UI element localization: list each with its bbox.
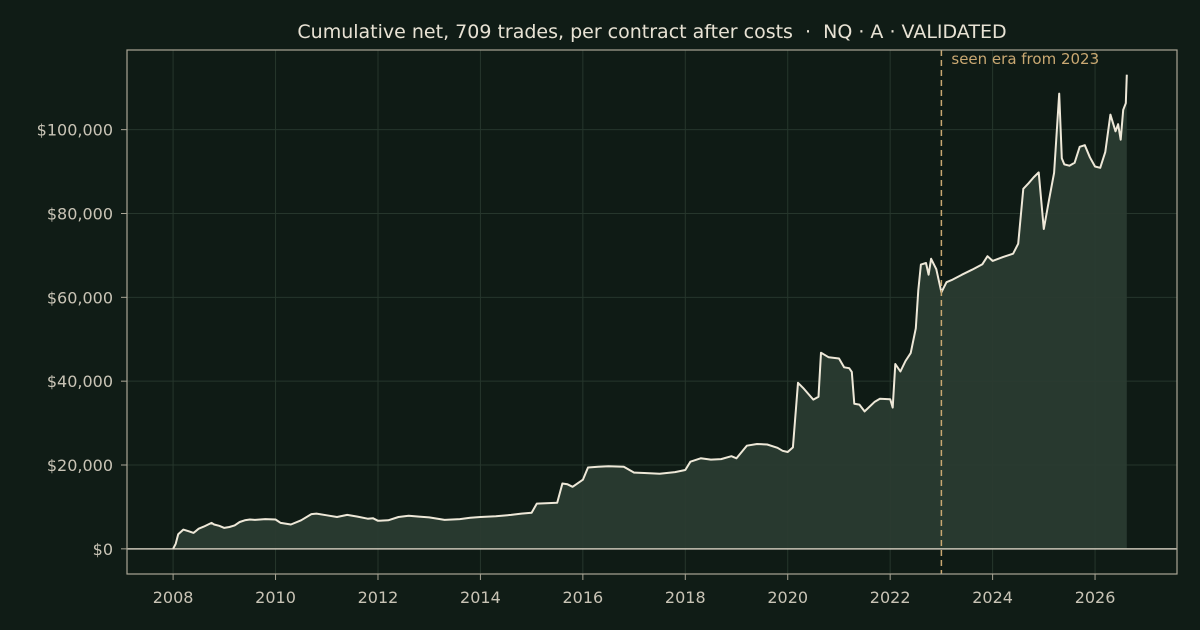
seen-era-label: seen era from 2023: [951, 50, 1099, 68]
y-axis: $0 $20,000 $40,000 $60,000 $80,000 $100,000: [37, 121, 127, 559]
x-tick-label: 2016: [562, 588, 603, 607]
x-axis: 2008 2010 2012 2014 2016 2018 2020 2022 2024 2026: [153, 574, 1116, 607]
cumulative-net-line: [172, 74, 1128, 550]
x-tick-label: 2026: [1075, 588, 1116, 607]
x-tick-label: 2018: [665, 588, 706, 607]
y-tick-label: $0: [93, 540, 113, 559]
plot-frame: [126, 49, 1178, 575]
y-tick-label: $20,000: [47, 456, 113, 475]
chart-title: Cumulative net, 709 trades, per contract…: [297, 21, 1006, 43]
x-tick-label: 2014: [460, 588, 501, 607]
x-tick-label: 2010: [255, 588, 296, 607]
y-tick-label: $40,000: [47, 372, 113, 391]
x-tick-label: 2012: [358, 588, 399, 607]
x-tick-label: 2024: [972, 588, 1013, 607]
y-tick-label: $60,000: [47, 288, 113, 307]
y-tick-label: $100,000: [37, 121, 113, 140]
y-tick-label: $80,000: [47, 204, 113, 223]
cumulative-net-area: [173, 74, 1127, 549]
x-tick-label: 2008: [153, 588, 194, 607]
x-tick-label: 2022: [870, 588, 911, 607]
x-tick-label: 2020: [767, 588, 808, 607]
